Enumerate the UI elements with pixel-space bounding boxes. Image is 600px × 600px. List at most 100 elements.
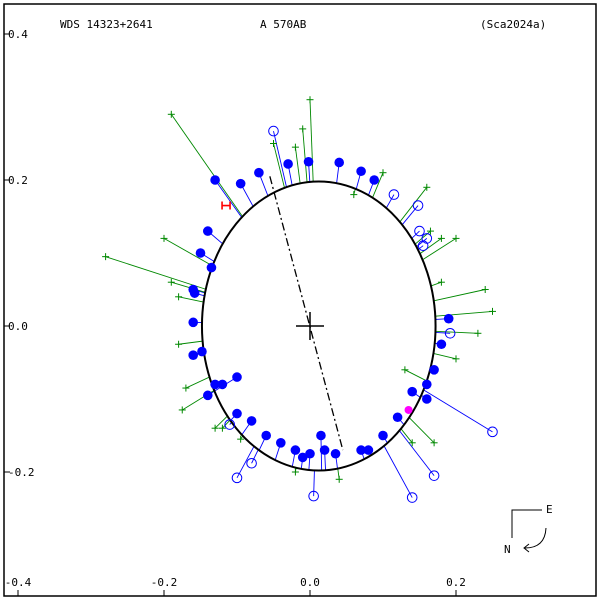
residual-line	[422, 238, 457, 261]
residual-line	[185, 376, 210, 389]
residual-line	[214, 415, 228, 429]
residual-line	[178, 296, 204, 303]
filled-point	[429, 365, 439, 375]
residual-line	[372, 172, 384, 198]
compass-east: E	[546, 503, 553, 516]
filled-point	[330, 448, 341, 459]
filled-point	[197, 346, 207, 357]
open-point	[412, 200, 424, 211]
residual-line	[433, 289, 486, 302]
residual-line	[178, 340, 203, 345]
filled-point	[443, 313, 454, 324]
axis-ticks: -0.4-0.20.00.2-0.4-0.20.00.20.4	[4, 28, 466, 596]
filled-point	[356, 166, 366, 177]
filled-point	[254, 167, 264, 178]
filled-point	[303, 156, 314, 167]
filled-point	[232, 408, 242, 419]
filled-point	[305, 448, 315, 459]
open-point	[487, 426, 498, 438]
x-tick-label: 0.0	[300, 576, 320, 589]
compass-arrowhead	[523, 543, 530, 553]
residual-line	[383, 445, 413, 498]
filled-point	[392, 412, 403, 423]
filled-point	[436, 339, 447, 350]
reference-label: (Sca2024a)	[480, 18, 546, 31]
residual-line	[294, 147, 301, 184]
residual-line	[313, 470, 315, 497]
residual-line	[163, 238, 213, 267]
filled-point	[316, 430, 326, 441]
open-point	[268, 125, 279, 137]
residual-line	[251, 449, 259, 464]
filled-point	[283, 159, 293, 169]
y-tick-label: 0.4	[8, 28, 28, 41]
wds-identifier: WDS 14323+2641	[60, 18, 153, 31]
x-tick-label: -0.4	[5, 576, 32, 589]
compass-north: N	[504, 543, 511, 556]
filled-point	[422, 394, 432, 404]
filled-point	[297, 452, 308, 463]
residual-line	[408, 417, 435, 444]
x-tick-label: -0.2	[151, 576, 178, 589]
open-point	[414, 225, 425, 237]
filled-point	[217, 379, 228, 390]
open-point	[388, 189, 400, 200]
filled-point	[188, 350, 198, 361]
component-label: A 570AB	[260, 18, 307, 31]
filled-point	[188, 317, 198, 328]
red-marker	[221, 201, 231, 210]
y-tick-label: 0.2	[8, 174, 28, 187]
filled-point	[290, 445, 301, 455]
filled-point	[363, 445, 374, 455]
residual-line	[236, 446, 255, 479]
filled-point	[319, 445, 330, 455]
open-point	[246, 457, 257, 469]
filled-point	[369, 175, 380, 185]
filled-point	[378, 430, 388, 441]
filled-point	[276, 438, 286, 448]
open-point	[428, 470, 440, 481]
orbit-group	[200, 176, 437, 472]
filled-point	[422, 379, 432, 390]
data-points	[102, 96, 498, 503]
y-tick-label: 0.0	[8, 320, 28, 333]
orbit-ellipse	[200, 180, 437, 472]
filled-point	[334, 157, 345, 168]
open-point	[224, 419, 235, 430]
filled-point	[206, 262, 217, 273]
plot-frame	[3, 3, 597, 597]
filled-point	[210, 175, 220, 185]
residual-line	[105, 256, 206, 290]
residual-line	[273, 143, 285, 188]
residual-line	[302, 128, 308, 183]
filled-point	[195, 248, 206, 258]
filled-point	[232, 372, 242, 382]
residual-line	[423, 389, 493, 433]
filled-point	[235, 178, 246, 189]
open-point	[406, 492, 418, 503]
open-point	[444, 328, 456, 339]
filled-point	[203, 390, 213, 401]
filled-point	[203, 226, 213, 236]
residual-line	[222, 419, 231, 429]
filled-point	[407, 386, 418, 397]
residual-line	[400, 428, 413, 444]
residual-line	[171, 281, 206, 293]
compass-arrow	[524, 527, 547, 549]
residual-line	[309, 99, 314, 182]
open-point	[421, 233, 433, 244]
open-point	[308, 490, 319, 502]
filled-point	[246, 416, 257, 426]
residual-line	[401, 205, 419, 226]
residual-line	[435, 330, 478, 334]
compass-axes	[511, 509, 542, 538]
highlight-point	[404, 405, 413, 414]
residual-line	[417, 245, 424, 251]
residual-line	[385, 194, 395, 209]
filled-point	[356, 445, 366, 455]
residual-line	[411, 230, 420, 239]
residual-line	[419, 238, 442, 255]
filled-point	[261, 430, 272, 441]
open-point	[231, 472, 243, 484]
